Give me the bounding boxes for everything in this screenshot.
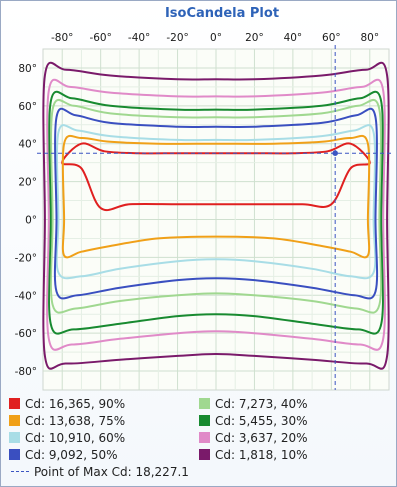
legend-swatch: [199, 415, 210, 426]
legend-max-point: Point of Max Cd: 18,227.1: [11, 465, 189, 480]
legend-label: Cd: 9,092, 50%: [25, 448, 118, 462]
legend-label: Cd: 13,638, 75%: [25, 414, 126, 428]
y-tick-label: 20°: [18, 177, 37, 189]
y-tick-label: -80°: [15, 366, 37, 378]
legend-swatch: [9, 449, 20, 460]
isocandela-curve: [46, 78, 386, 351]
x-tick-label: -20°: [166, 32, 188, 44]
x-tick-label: 20°: [245, 32, 264, 44]
x-tick-label: 60°: [322, 32, 341, 44]
y-tick-label: 0°: [25, 215, 37, 227]
isocandela-curves: [42, 61, 390, 370]
legend-item: Cd: 9,092, 50%: [9, 448, 118, 463]
legend-item: Cd: 1,818, 10%: [199, 448, 308, 463]
legend-item: Cd: 10,910, 60%: [9, 431, 125, 446]
legend-swatch: [9, 415, 20, 426]
chart-title: IsoCandela Plot: [165, 6, 279, 21]
isocandela-curve: [49, 98, 383, 314]
isocandela-curve: [53, 107, 379, 300]
legend-item: Cd: 5,455, 30%: [199, 414, 308, 429]
legend-item: Cd: 7,273, 40%: [199, 397, 308, 412]
y-tick-label: 40°: [18, 139, 37, 151]
y-tick-label: 60°: [18, 101, 37, 113]
x-tick-label: 40°: [284, 32, 303, 44]
x-tick-label: -60°: [89, 32, 111, 44]
legend-item: Cd: 3,637, 20%: [199, 431, 308, 446]
legend-label: Cd: 16,365, 90%: [25, 397, 126, 411]
max-point-dot: [332, 150, 338, 156]
isocandela-curve: [61, 134, 371, 259]
y-tick-label: -20°: [15, 252, 37, 264]
isocandela-curve: [47, 90, 385, 335]
x-tick-label: -80°: [51, 32, 73, 44]
legend-label: Cd: 7,273, 40%: [215, 397, 308, 411]
x-tick-label: -40°: [128, 32, 150, 44]
isocandela-chart: IsoCandela Plot -80° -60° -40° -20° 0° 20° 40°…: [15, 6, 393, 391]
x-tick-label: 80°: [360, 32, 379, 44]
legend-label: Cd: 1,818, 10%: [215, 448, 308, 462]
x-tick-label: 0°: [210, 32, 222, 44]
legend-swatch: [199, 398, 210, 409]
max-point-marker: [37, 45, 393, 390]
isocandela-curve: [55, 124, 377, 280]
y-tick-label: 80°: [18, 63, 37, 75]
legend-swatch: [199, 449, 210, 460]
legend-label: Cd: 3,637, 20%: [215, 431, 308, 445]
y-tick-label: -60°: [15, 328, 37, 340]
legend-swatch: [9, 432, 20, 443]
legend-swatch: [9, 398, 20, 409]
legend-item: Cd: 16,365, 90%: [9, 397, 125, 412]
legend-label: Cd: 5,455, 30%: [215, 414, 308, 428]
isocandela-curve: [42, 61, 390, 370]
legend-max-label: Point of Max Cd: 18,227.1: [34, 465, 189, 479]
axes: -80° -60° -40° -20° 0° 20° 40° 60° 80° 80° 60° 40° 2…: [15, 32, 379, 378]
legend-item: Cd: 13,638, 75%: [9, 414, 125, 429]
y-tick-label: -40°: [15, 290, 37, 302]
legend-label: Cd: 10,910, 60%: [25, 431, 126, 445]
legend-dash-line: [11, 471, 29, 472]
legend-swatch: [199, 432, 210, 443]
